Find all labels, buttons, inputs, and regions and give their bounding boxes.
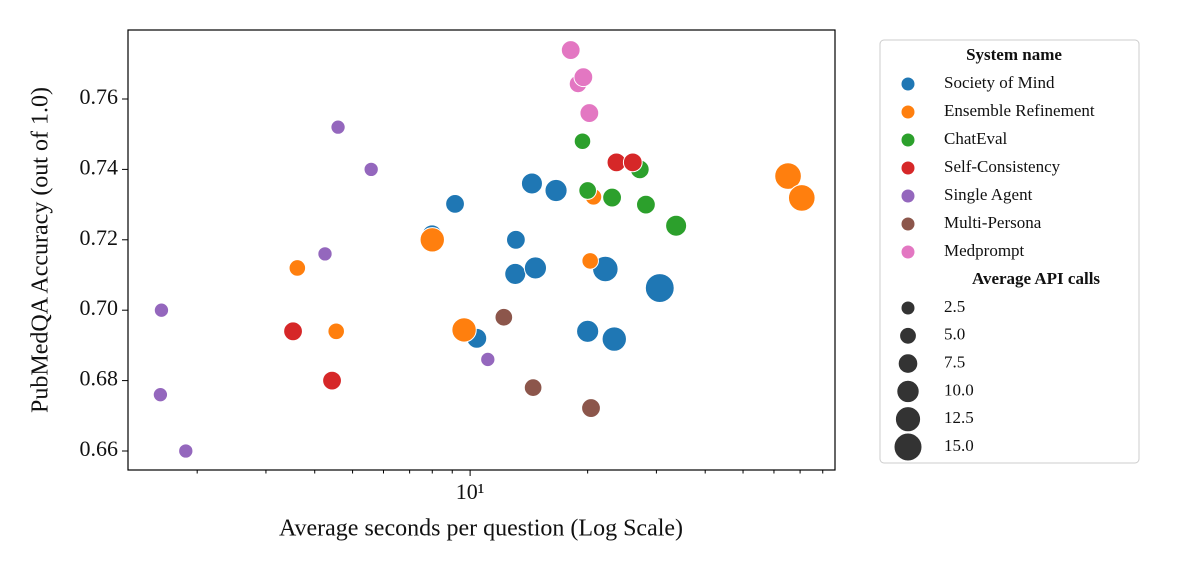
legend-label: Multi-Persona <box>944 213 1042 232</box>
point <box>520 172 543 195</box>
point <box>544 178 568 203</box>
point <box>330 119 346 135</box>
legend-marker <box>900 160 916 176</box>
size-legend-marker <box>894 406 922 433</box>
size-legend-label: 15.0 <box>944 436 974 455</box>
point <box>622 152 643 173</box>
size-legend-label: 7.5 <box>944 353 965 372</box>
legend-title: System name <box>966 45 1062 64</box>
point <box>283 321 303 342</box>
plot-frame <box>127 29 836 471</box>
point <box>480 351 496 368</box>
legend-label: Medprompt <box>944 241 1025 260</box>
y-tick-label: 0.72 <box>80 225 119 250</box>
x-tick-label: 10¹ <box>456 479 485 504</box>
point <box>573 132 592 151</box>
point <box>445 193 465 214</box>
legend-marker <box>900 216 916 232</box>
point <box>665 214 688 237</box>
legend-label: Ensemble Refinement <box>944 101 1095 120</box>
point <box>153 302 170 318</box>
size-legend-marker <box>899 326 917 345</box>
size-legend-marker <box>897 353 919 374</box>
point <box>578 181 597 200</box>
legend-label: Self-Consistency <box>944 157 1061 176</box>
point <box>327 322 345 341</box>
legend-box <box>879 39 1140 464</box>
point <box>573 67 594 88</box>
point <box>317 246 333 262</box>
point <box>644 273 675 303</box>
point <box>787 184 816 212</box>
y-axis-label: PubMedQA Accuracy (out of 1.0) <box>28 87 54 413</box>
point <box>288 259 307 277</box>
size-legend-label: 2.5 <box>944 297 965 316</box>
y-tick-label: 0.66 <box>80 436 119 461</box>
x-axis-label: Average seconds per question (Log Scale) <box>279 516 683 542</box>
point <box>419 227 445 253</box>
point <box>576 319 600 343</box>
size-legend-title: Average API calls <box>972 269 1100 288</box>
legend-marker <box>900 76 916 92</box>
legend-label: Single Agent <box>944 185 1033 204</box>
point <box>579 103 600 123</box>
point <box>560 40 581 60</box>
point <box>178 443 194 459</box>
size-legend-label: 5.0 <box>944 325 965 344</box>
point <box>152 387 169 403</box>
point <box>504 262 527 285</box>
point <box>602 187 622 208</box>
point <box>523 378 543 397</box>
legend-marker <box>900 132 916 148</box>
point <box>451 317 477 343</box>
point <box>636 194 656 215</box>
size-legend-label: 12.5 <box>944 408 974 427</box>
size-legend-marker <box>900 300 916 316</box>
point <box>505 229 526 250</box>
point <box>774 162 802 190</box>
legend-marker <box>900 104 916 120</box>
legend-marker <box>900 188 916 204</box>
point <box>523 256 548 280</box>
legend-marker <box>900 244 916 260</box>
legend-label: ChatEval <box>944 129 1008 148</box>
point <box>322 370 342 391</box>
point <box>363 161 379 178</box>
point <box>601 326 627 352</box>
point <box>494 307 514 327</box>
size-legend-label: 10.0 <box>944 380 974 399</box>
y-tick-label: 0.76 <box>80 84 119 109</box>
size-legend-marker <box>893 432 923 462</box>
point <box>581 252 599 270</box>
point <box>581 398 601 418</box>
y-tick-label: 0.70 <box>80 295 119 320</box>
size-legend-marker <box>896 379 920 404</box>
legend-label: Society of Mind <box>944 73 1055 92</box>
y-tick-label: 0.74 <box>80 154 119 179</box>
y-tick-label: 0.68 <box>80 366 119 391</box>
